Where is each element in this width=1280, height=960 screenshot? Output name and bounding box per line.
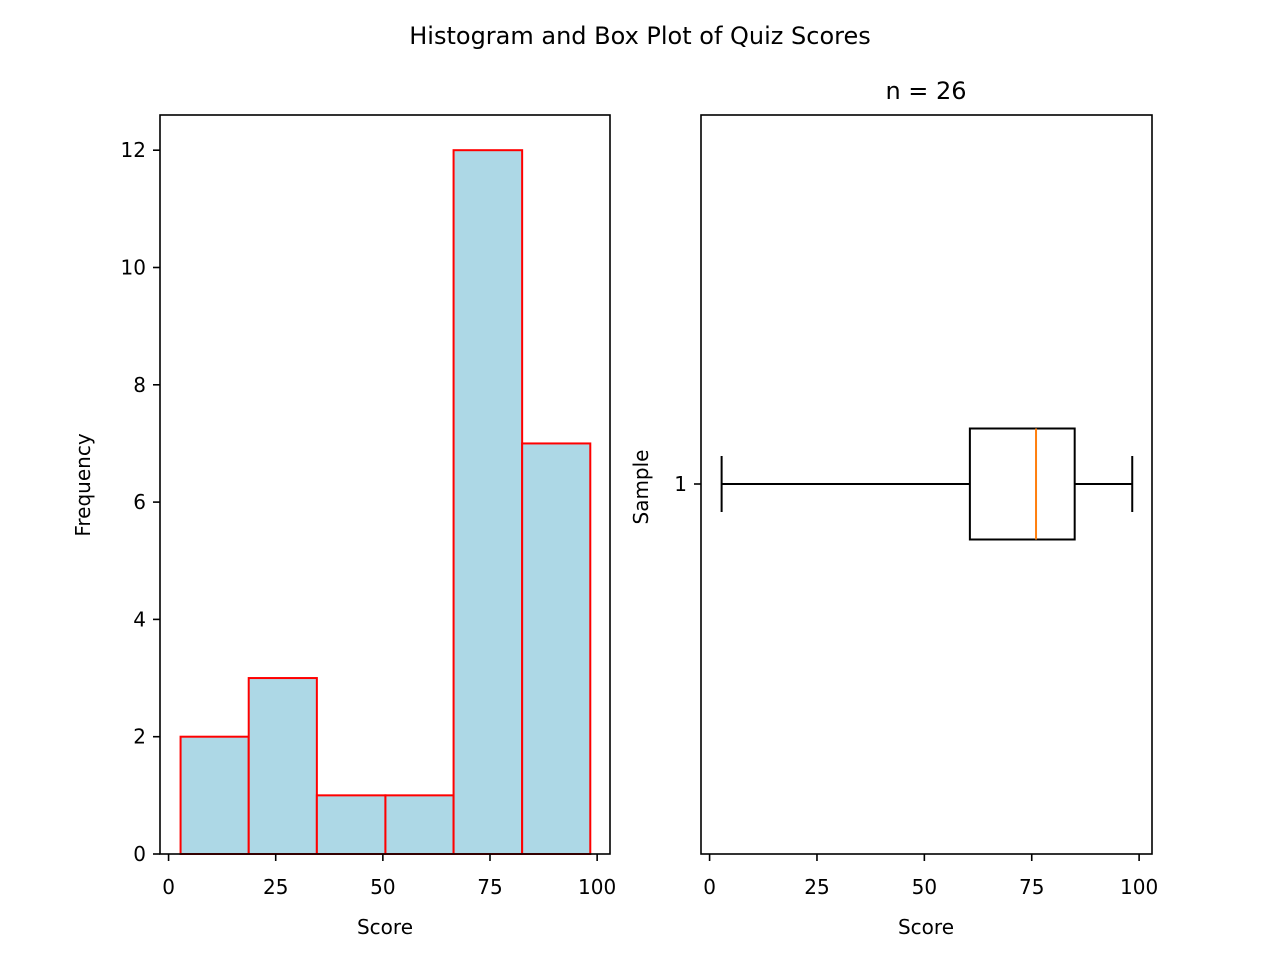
histogram-frame <box>159 114 611 855</box>
boxplot-x-tick-label: 50 <box>912 875 937 899</box>
histogram-y-tick-label: 2 <box>133 725 146 749</box>
boxplot-title: n = 26 <box>885 77 966 105</box>
boxplot-y-axis-label: Sample <box>629 450 653 525</box>
histogram-bar-5 <box>452 149 524 855</box>
boxplot-box <box>968 427 1076 541</box>
boxplot-x-tick-label: 75 <box>1019 875 1044 899</box>
boxplot-x-axis-label: Score <box>898 915 954 939</box>
histogram-panel: 0 25 50 75 100 0 2 4 6 8 10 12 Score Frequency <box>71 114 616 939</box>
histogram-bar-1 <box>179 735 250 856</box>
boxplot-x-tick-label: 0 <box>703 875 716 899</box>
boxplot-y-tick-label: 1 <box>674 472 687 496</box>
histogram-bar-3 <box>315 794 387 855</box>
histogram-x-axis-label: Score <box>357 915 413 939</box>
histogram-y-tick-label: 0 <box>133 842 146 866</box>
histogram-y-tick-label: 8 <box>133 373 146 397</box>
histogram-y-tick-label: 10 <box>121 255 146 279</box>
boxplot-x-tick-label: 100 <box>1120 875 1158 899</box>
histogram-y-axis-label: Frequency <box>71 433 95 536</box>
histogram-y-tick-label: 6 <box>133 490 146 514</box>
histogram-x-tick-label: 100 <box>578 875 616 899</box>
histogram-x-tick-label: 25 <box>263 875 288 899</box>
histogram-bar-2 <box>247 677 318 855</box>
histogram-x-tick-label: 75 <box>477 875 502 899</box>
histogram-y-ticks: 0 2 4 6 8 10 12 <box>121 138 160 866</box>
histogram-bars <box>179 149 592 856</box>
boxplot-panel: n = 26 0 25 50 75 100 1 Score Sample <box>629 77 1158 939</box>
histogram-y-tick-label: 12 <box>121 138 146 162</box>
boxplot-y-ticks: 1 <box>674 472 701 496</box>
boxplot-x-tick-label: 25 <box>804 875 829 899</box>
boxplot-marks <box>720 427 1134 541</box>
histogram-x-tick-label: 0 <box>162 875 175 899</box>
histogram-bar-4 <box>384 794 455 855</box>
figure-suptitle: Histogram and Box Plot of Quiz Scores <box>409 22 871 50</box>
histogram-x-tick-label: 50 <box>370 875 395 899</box>
histogram-y-tick-label: 4 <box>133 607 146 631</box>
histogram-bar-6 <box>521 442 592 855</box>
boxplot-x-ticks: 0 25 50 75 100 <box>703 854 1158 899</box>
histogram-x-ticks: 0 25 50 75 100 <box>162 854 616 899</box>
